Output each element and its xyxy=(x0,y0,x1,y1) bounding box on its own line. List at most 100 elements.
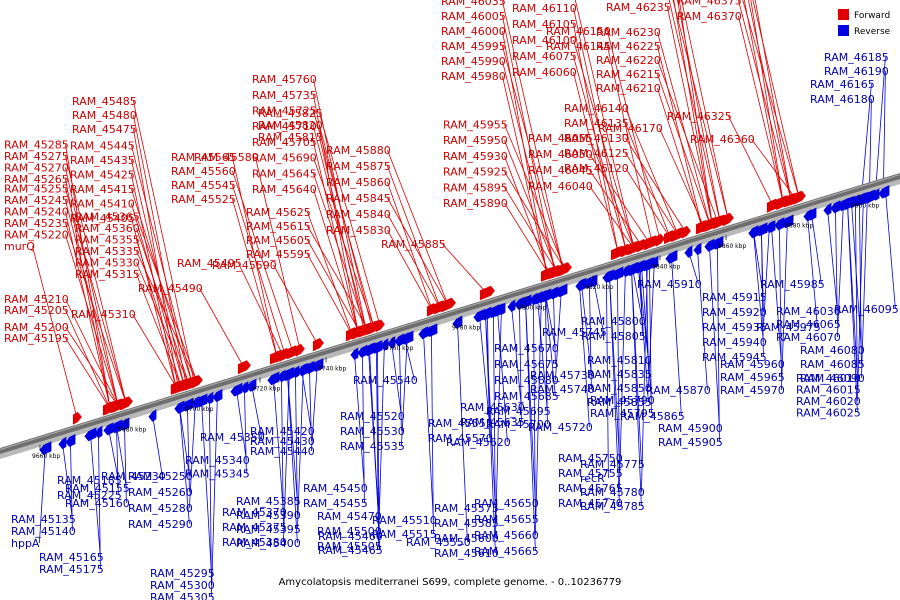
forward-leader-line xyxy=(65,326,119,408)
reverse-gene-label: RAM_45555 xyxy=(428,417,493,430)
reverse-gene-arrow xyxy=(350,347,359,360)
forward-leader-line xyxy=(573,71,619,255)
forward-gene-arrow xyxy=(72,412,82,425)
forward-leader-line xyxy=(504,202,550,276)
forward-gene-label: RAM_45210 xyxy=(4,293,69,306)
forward-gene-label: RAM_45645 xyxy=(252,167,317,180)
reverse-gene-label: RAM_45510 xyxy=(372,514,437,527)
axis-tick-label: 9860 kbp xyxy=(718,243,746,250)
reverse-gene-arrow xyxy=(311,358,324,372)
reverse-leader-line xyxy=(493,310,496,524)
forward-gene-label: RAM_45265 xyxy=(4,173,69,186)
axis-tick-label: 9720 kbp xyxy=(252,386,280,393)
forward-gene-label: RAM_46225 xyxy=(596,40,661,53)
forward-leader-line xyxy=(502,15,556,274)
reverse-gene-label: RAM_45720 xyxy=(528,421,593,434)
forward-leader-line xyxy=(625,152,679,236)
forward-gene-label: RAM_45625 xyxy=(246,206,311,219)
reverse-gene-label: RAM_45795 xyxy=(590,407,655,420)
forward-gene-label: RAM_46060 xyxy=(512,66,577,79)
reverse-leader-line xyxy=(869,98,872,196)
forward-leader-line xyxy=(589,169,643,247)
reverse-gene-label: RAM_46165 xyxy=(810,78,875,91)
forward-gene-label: RAM_45615 xyxy=(246,220,311,233)
reverse-leader-line xyxy=(152,414,163,477)
forward-leader-line xyxy=(743,0,784,204)
forward-gene-label: RAM_45845 xyxy=(326,192,391,205)
forward-gene-label: RAM_46210 xyxy=(596,82,661,95)
reverse-leader-line xyxy=(709,244,720,429)
reverse-gene-label: RAM_45680 xyxy=(494,374,559,387)
reverse-leader-line xyxy=(189,401,196,509)
reverse-leader-line xyxy=(553,291,556,365)
reverse-leader-line xyxy=(116,425,127,489)
reverse-gene-arrow xyxy=(665,250,678,264)
forward-gene-label: RAM_45275 xyxy=(4,150,69,163)
reverse-leader-line xyxy=(593,279,604,333)
forward-gene-label: RAM_46170 xyxy=(598,122,663,135)
genome-caption: Amycolatopsis mediterranei S699, complet… xyxy=(278,577,622,588)
forward-gene-label: RAM_45860 xyxy=(326,176,391,189)
forward-leader-line xyxy=(504,140,558,273)
forward-gene-label: RAM_45545 xyxy=(171,179,236,192)
reverse-leader-line xyxy=(479,314,490,424)
reverse-leader-line xyxy=(311,363,318,452)
reverse-gene-arrow xyxy=(684,245,693,258)
reverse-gene-label: RAM_45855 xyxy=(587,396,652,409)
reverse-gene-label: RAM_45730 xyxy=(530,369,595,382)
reverse-swatch xyxy=(838,25,849,36)
forward-leader-line xyxy=(657,31,711,227)
forward-leader-line xyxy=(738,0,792,202)
reverse-gene-label: RAM_45185 xyxy=(57,474,122,487)
forward-leader-line xyxy=(255,156,301,352)
reverse-leader-line xyxy=(581,283,592,376)
forward-gene-label: RAM_45820 xyxy=(258,119,323,132)
forward-leader-line xyxy=(319,124,373,330)
forward-gene-arrow xyxy=(671,227,685,242)
reverse-gene-label: RAM_45450 xyxy=(303,482,368,495)
forward-leader-line xyxy=(573,55,627,252)
forward-gene-arrow xyxy=(312,338,324,352)
reverse-gene-arrow xyxy=(39,441,52,455)
reverse-leader-line xyxy=(875,56,886,194)
forward-leader-line xyxy=(676,0,721,223)
reverse-leader-line xyxy=(589,280,592,390)
forward-leader-line xyxy=(238,262,284,357)
reverse-gene-arrow xyxy=(418,326,429,340)
reverse-gene-label: RAM_45660 xyxy=(474,529,539,542)
forward-leader-line xyxy=(131,174,177,390)
reverse-leader-line xyxy=(179,406,190,525)
reverse-leader-line xyxy=(457,321,468,543)
forward-leader-line xyxy=(504,124,566,271)
reverse-leader-line xyxy=(855,199,858,390)
reverse-gene-arrow xyxy=(281,367,294,381)
reverse-gene-arrow xyxy=(65,434,76,447)
reverse-gene-label: RAM_46085 xyxy=(800,358,865,371)
reverse-gene-label: RAM_45460 xyxy=(318,530,383,543)
reverse-gene-arrow xyxy=(380,338,389,351)
reverse-gene-arrow xyxy=(246,378,257,392)
forward-gene-label: RAM_46110 xyxy=(512,2,577,15)
forward-leader-line xyxy=(442,243,488,295)
reverse-gene-label: RAM_45740 xyxy=(530,383,595,396)
reverse-leader-line xyxy=(617,272,620,474)
reverse-leader-line xyxy=(861,195,868,379)
forward-gene-label: RAM_45495 xyxy=(177,257,242,270)
reverse-leader-line xyxy=(761,228,764,358)
reverse-gene-label: RAM_45865 xyxy=(620,410,685,423)
forward-leader-line xyxy=(307,211,353,336)
axis-tick-label: 9760 kbp xyxy=(385,345,413,352)
reverse-gene-arrow xyxy=(576,277,587,291)
reverse-gene-arrow xyxy=(425,323,438,337)
reverse-leader-line xyxy=(606,275,609,479)
forward-leader-line xyxy=(65,167,119,407)
forward-gene-label: murQ xyxy=(4,240,35,253)
forward-leader-line xyxy=(131,145,193,385)
forward-gene-label: RAM_45365 xyxy=(75,211,140,224)
forward-leader-line xyxy=(657,87,703,229)
reverse-gene-arrow xyxy=(704,238,715,252)
forward-gene-label: RAM_45410 xyxy=(70,198,135,211)
forward-gene-label: RAM_45565 xyxy=(171,151,236,164)
forward-gene-label: RAM_46120 xyxy=(564,162,629,175)
reverse-gene-label: RAM_45570 xyxy=(428,432,493,445)
